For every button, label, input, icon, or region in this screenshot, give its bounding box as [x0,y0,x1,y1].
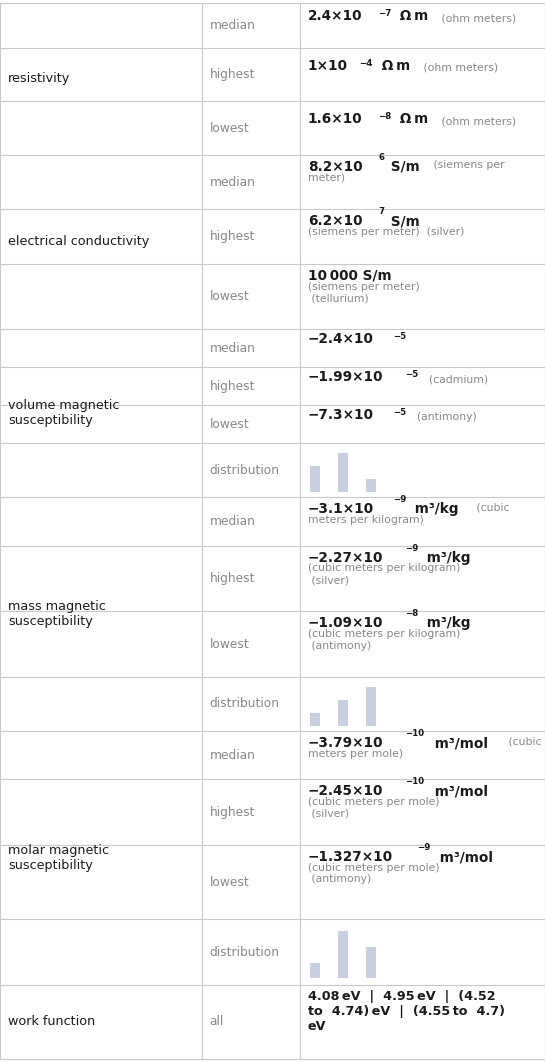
Text: (siemens per: (siemens per [429,160,504,170]
Text: median: median [210,749,256,761]
Text: (cubic meters per mole)
 (silver): (cubic meters per mole) (silver) [308,798,439,819]
Text: −9: −9 [393,495,407,504]
Text: m³/mol: m³/mol [430,736,488,750]
Text: lowest: lowest [210,290,250,303]
Text: S/m: S/m [386,160,420,174]
Text: median: median [210,342,256,355]
Text: m³/mol: m³/mol [435,850,493,864]
Bar [366,687,376,725]
Text: volume magnetic
susceptibility: volume magnetic susceptibility [8,399,119,427]
Text: −3.1×10: −3.1×10 [308,502,374,516]
Text: −1.99×10: −1.99×10 [308,370,383,384]
Text: −8: −8 [405,610,418,618]
Text: lowest: lowest [210,121,250,135]
Text: (ohm meters): (ohm meters) [438,14,516,23]
Text: electrical conductivity: electrical conductivity [8,236,149,249]
Text: distribution: distribution [210,698,280,710]
Text: work function: work function [8,1015,95,1028]
Text: median: median [210,515,256,528]
Text: (siemens per meter)
 (tellurium): (siemens per meter) (tellurium) [308,281,420,304]
Text: −9: −9 [405,544,418,552]
Text: −2.45×10: −2.45×10 [308,785,383,799]
Text: −5: −5 [393,408,406,417]
Text: meters per kilogram): meters per kilogram) [308,515,423,525]
Text: meters per mole): meters per mole) [308,749,403,759]
Bar [338,700,348,725]
Text: (cubic meters per kilogram)
 (antimony): (cubic meters per kilogram) (antimony) [308,629,460,651]
Text: (cubic: (cubic [505,736,541,747]
Bar [366,947,376,978]
Text: 4.08 eV  |  4.95 eV  |  (4.52
to  4.74) eV  |  (4.55 to  4.7)
eV: 4.08 eV | 4.95 eV | (4.52 to 4.74) eV | … [308,990,505,1033]
Text: highest: highest [210,379,255,393]
Text: highest: highest [210,572,255,585]
Text: −2.4×10: −2.4×10 [308,332,374,346]
Text: 7: 7 [378,207,384,217]
Text: 6: 6 [378,153,384,161]
Text: Ω m: Ω m [395,10,428,23]
Text: median: median [210,19,256,32]
Bar [338,931,348,978]
Text: −7: −7 [378,10,391,18]
Text: −1.09×10: −1.09×10 [308,616,383,630]
Text: highest: highest [210,806,255,819]
Text: −5: −5 [405,370,419,379]
Text: (antimony): (antimony) [410,412,476,422]
Bar [310,962,320,978]
Text: lowest: lowest [210,417,250,430]
Text: median: median [210,175,256,189]
Text: Ω m: Ω m [377,58,410,72]
Text: S/m: S/m [386,215,420,228]
Text: −4: −4 [359,58,373,68]
Text: −5: −5 [393,332,406,341]
Text: mass magnetic
susceptibility: mass magnetic susceptibility [8,600,106,629]
Text: −7.3×10: −7.3×10 [308,408,374,422]
Text: Ω m: Ω m [395,113,428,126]
Text: all: all [210,1015,224,1028]
Text: m³/kg: m³/kg [410,502,459,516]
Text: −8: −8 [378,113,391,121]
Text: highest: highest [210,68,255,81]
Text: 6.2×10: 6.2×10 [308,215,362,228]
Text: lowest: lowest [210,637,250,651]
Bar [366,479,376,492]
Text: 8.2×10: 8.2×10 [308,160,362,174]
Text: m³/kg: m³/kg [422,616,470,630]
Text: −9: −9 [417,843,431,852]
Bar [338,452,348,492]
Text: m³/kg: m³/kg [422,551,470,565]
Text: 2.4×10: 2.4×10 [308,10,362,23]
Bar [310,713,320,725]
Text: lowest: lowest [210,876,250,889]
Text: (siemens per meter)  (silver): (siemens per meter) (silver) [308,227,464,237]
Text: distribution: distribution [210,464,280,477]
Text: −1.327×10: −1.327×10 [308,850,393,864]
Text: (cubic meters per kilogram)
 (silver): (cubic meters per kilogram) (silver) [308,564,460,585]
Text: (cadmium): (cadmium) [422,374,488,384]
Text: (cubic: (cubic [473,502,509,512]
Text: −10: −10 [405,730,425,738]
Text: 1.6×10: 1.6×10 [308,113,362,126]
Text: molar magnetic
susceptibility: molar magnetic susceptibility [8,844,109,872]
Text: meter): meter) [308,173,345,183]
Bar [310,466,320,492]
Text: resistivity: resistivity [8,72,70,85]
Text: m³/mol: m³/mol [429,785,488,799]
Text: −3.79×10: −3.79×10 [308,736,383,750]
Text: 10 000 S/m: 10 000 S/m [308,269,391,282]
Text: 1×10: 1×10 [308,58,348,72]
Text: (cubic meters per mole)
 (antimony): (cubic meters per mole) (antimony) [308,862,439,885]
Text: −2.27×10: −2.27×10 [308,551,383,565]
Text: (ohm meters): (ohm meters) [420,63,498,72]
Text: highest: highest [210,229,255,243]
Text: (ohm meters): (ohm meters) [438,116,516,126]
Text: distribution: distribution [210,945,280,959]
Text: −10: −10 [405,777,424,787]
